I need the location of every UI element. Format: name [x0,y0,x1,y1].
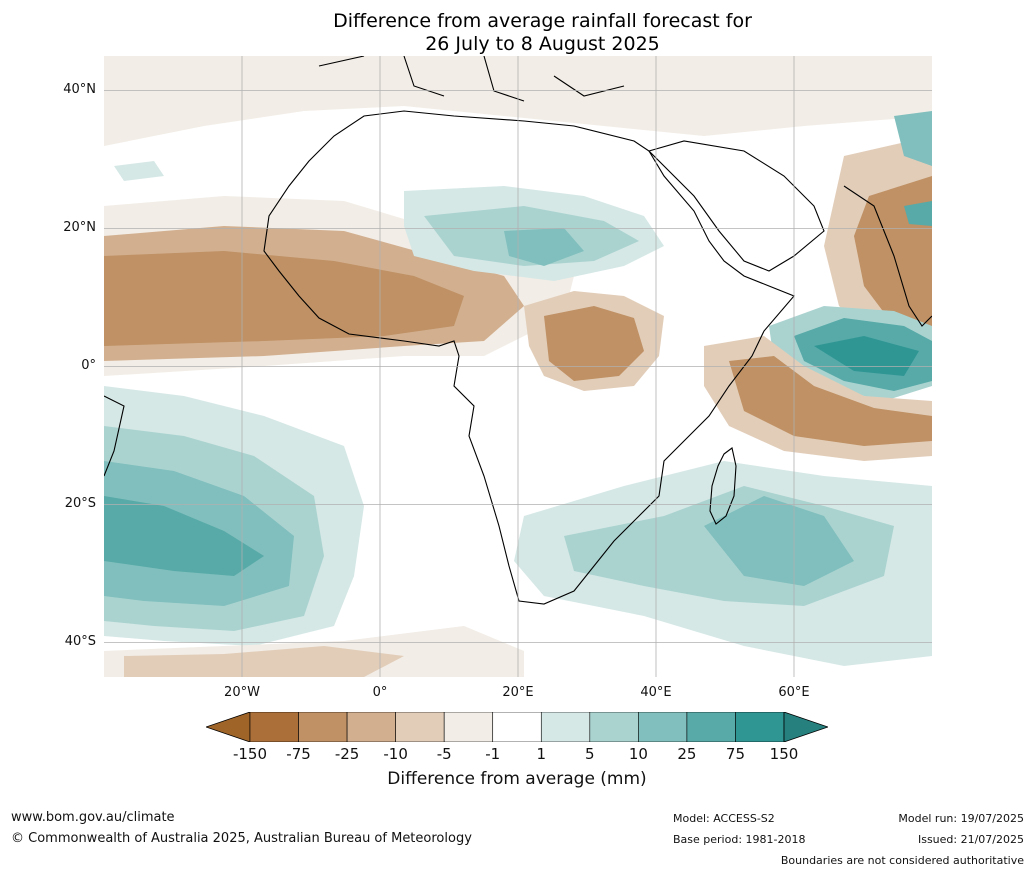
lon-label-60e: 60°E [778,685,810,700]
anomaly-patch [704,496,854,586]
colorbar-bin [686,712,736,742]
colorbar [206,712,828,742]
anomaly-patch [904,201,932,226]
anomaly-patch [729,356,932,446]
colorbar-extension-high [783,712,828,742]
colorbar-tick-label: -5 [436,745,452,763]
arabia-coastline [647,140,825,272]
anomaly-patch [114,161,164,181]
model-text: Model: ACCESS-S2 [673,812,775,825]
south-america-coastline [104,395,125,477]
anomaly-patch [104,496,264,576]
colorbar-bin [249,712,299,742]
colorbar-bin [589,712,639,742]
india-coastline [843,185,932,327]
colorbar-tick-label: 150 [769,745,799,763]
colorbar-tick-label: 10 [628,745,648,763]
map-panel [104,56,932,677]
lon-label-20w: 20°W [224,685,260,700]
africa-coastline [263,110,795,605]
base-period-text: Base period: 1981-2018 [673,833,806,846]
colorbar-label: Difference from average (mm) [387,769,647,789]
colorbar-tick-label: 75 [725,745,745,763]
copyright-text: © Commonwealth of Australia 2025, Austra… [11,831,472,846]
lat-label-0: 0° [81,358,96,373]
lon-label-40e: 40°E [640,685,672,700]
madagascar-coastline [709,447,737,525]
colorbar-tick-label: 1 [536,745,547,763]
anomaly-patch [544,306,644,381]
coastlines [104,56,932,605]
colorbar-tick-label: -25 [334,745,360,763]
lat-label-40n: 40°N [63,82,96,97]
colorbar-bin [298,712,348,742]
colorbar-tick-label: -10 [383,745,408,763]
lat-label-40s: 40°S [64,634,96,649]
colorbar-extension-low [206,712,251,742]
colorbar-bin [443,712,494,742]
anomaly-patch [814,336,919,376]
anomaly-patch [124,646,404,677]
colorbar-tick-label: -1 [485,745,501,763]
colorbar-bin [735,712,785,742]
title-line-1: Difference from average rainfall forecas… [333,10,752,32]
map-title: Difference from average rainfall forecas… [0,10,1035,56]
anomaly-patch [104,251,464,346]
lat-label-20n: 20°N [63,220,96,235]
website-text: www.bom.gov.au/climate [11,810,175,825]
colorbar-tick-label: 5 [585,745,595,763]
model-run-text: Model run: 19/07/2025 [898,812,1024,825]
colorbar-tick-label: -150 [232,745,268,763]
colorbar-tick-label: -75 [286,745,311,763]
issued-text: Issued: 21/07/2025 [917,833,1024,846]
disclaimer-text: Boundaries are not considered authoritat… [780,854,1024,867]
colorbar-bin [395,712,445,742]
colorbar-tick-label: 25 [677,745,697,763]
rainfall-anomaly-map [104,56,932,677]
anomaly-patch [504,228,584,266]
lon-label-20e: 20°E [502,685,534,700]
colorbar-bin [346,712,396,742]
colorbar-bin [492,712,542,742]
lat-label-20s: 20°S [64,496,96,511]
colorbar-bin [540,712,591,742]
title-line-2: 26 July to 8 August 2025 [425,33,660,55]
graticule [104,56,932,677]
europe-coastline [318,56,625,102]
anomaly-patch [894,111,932,166]
anomaly-shading [104,56,932,677]
lon-label-0: 0° [372,685,388,700]
colorbar-bin [638,712,688,742]
